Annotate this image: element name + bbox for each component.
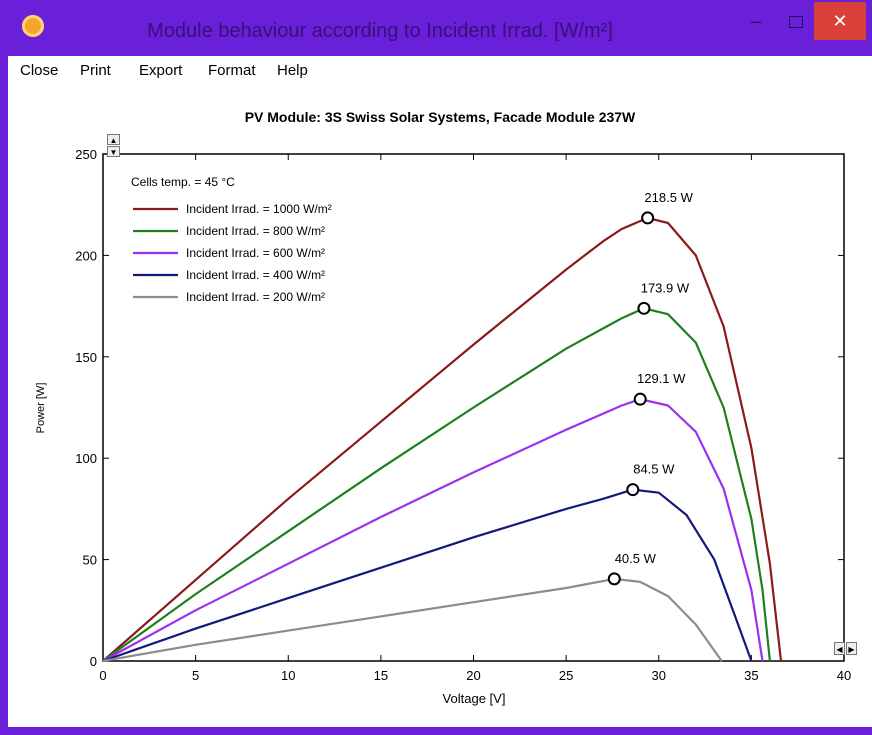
x-tick-label: 25 xyxy=(559,668,573,683)
series-line xyxy=(102,577,723,663)
chart-title: PV Module: 3S Swiss Solar Systems, Facad… xyxy=(245,109,636,125)
menu-print[interactable]: Print xyxy=(80,62,111,79)
legend-label: Incident Irrad. = 400 W/m² xyxy=(186,268,325,282)
pv-chart: PV Module: 3S Swiss Solar Systems, Facad… xyxy=(35,109,851,706)
chart-panel: PV Module: 3S Swiss Solar Systems, Facad… xyxy=(8,86,872,727)
maximize-button[interactable] xyxy=(780,2,812,40)
y-tick-label: 150 xyxy=(75,350,97,365)
series-line xyxy=(102,398,764,662)
menu-bar: Close Print Export Format Help xyxy=(8,56,872,87)
mpp-marker xyxy=(637,301,651,315)
mpp-marker xyxy=(607,572,621,586)
menu-export[interactable]: Export xyxy=(139,62,183,79)
series-line xyxy=(102,216,783,662)
app-icon xyxy=(22,15,44,37)
y-tick-label: 50 xyxy=(83,553,97,568)
mpp-label: 173.9 W xyxy=(641,280,690,295)
y-tick-label: 100 xyxy=(75,451,97,466)
menu-format[interactable]: Format xyxy=(208,62,256,79)
title-bar[interactable]: Module behaviour according to Incident I… xyxy=(8,0,872,54)
legend-label: Incident Irrad. = 1000 W/m² xyxy=(186,202,332,216)
mpp-marker xyxy=(633,392,647,406)
scroll-down-button[interactable]: ▼ xyxy=(107,146,120,157)
mpp-label: 218.5 W xyxy=(644,190,693,205)
x-tick-label: 15 xyxy=(374,668,388,683)
y-axis-label: Power [W] xyxy=(35,383,47,434)
app-window: Module behaviour according to Incident I… xyxy=(8,0,872,735)
window-title: Module behaviour according to Incident I… xyxy=(147,20,613,42)
x-tick-label: 5 xyxy=(192,668,199,683)
x-tick-label: 20 xyxy=(466,668,480,683)
close-window-button[interactable]: ✕ xyxy=(814,2,866,40)
x-axis-label: Voltage [V] xyxy=(443,691,506,706)
legend-label: Incident Irrad. = 800 W/m² xyxy=(186,224,325,238)
series-line xyxy=(102,307,771,662)
maximize-icon xyxy=(789,16,803,29)
y-tick-label: 200 xyxy=(75,248,97,263)
scroll-up-button[interactable]: ▲ xyxy=(107,134,120,145)
x-tick-label: 0 xyxy=(99,668,106,683)
legend-label: Incident Irrad. = 200 W/m² xyxy=(186,290,325,304)
x-tick-label: 30 xyxy=(652,668,666,683)
mpp-label: 129.1 W xyxy=(637,371,686,386)
scroll-left-button[interactable]: ◀ xyxy=(834,642,845,655)
x-tick-label: 10 xyxy=(281,668,295,683)
cells-temp-annotation: Cells temp. = 45 °C xyxy=(131,175,235,189)
mpp-marker xyxy=(626,483,640,497)
mpp-label: 40.5 W xyxy=(615,551,657,566)
series-line xyxy=(102,488,753,663)
minimize-button[interactable]: – xyxy=(750,11,761,31)
mpp-label: 84.5 W xyxy=(633,462,675,477)
legend: Incident Irrad. = 1000 W/m² Incident Irra… xyxy=(133,202,332,304)
scroll-right-button[interactable]: ▶ xyxy=(846,642,857,655)
x-tick-label: 35 xyxy=(744,668,758,683)
menu-close[interactable]: Close xyxy=(20,62,59,79)
y-tick-label: 0 xyxy=(90,654,97,669)
legend-label: Incident Irrad. = 600 W/m² xyxy=(186,246,325,260)
menu-help[interactable]: Help xyxy=(277,62,308,79)
y-tick-label: 250 xyxy=(75,147,97,162)
mpp-marker xyxy=(641,211,655,225)
x-tick-label: 40 xyxy=(837,668,851,683)
